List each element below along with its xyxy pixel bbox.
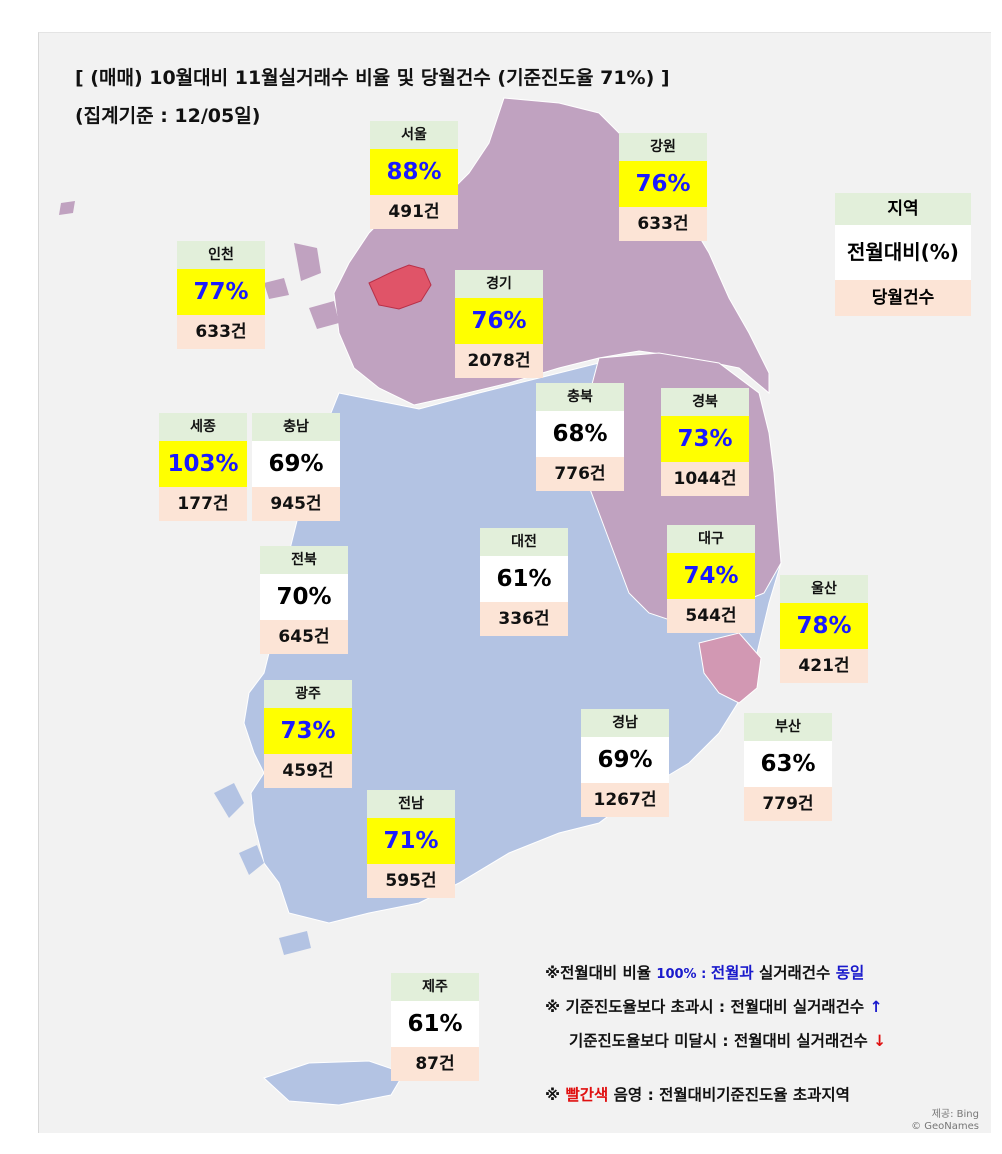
region-pct: 68% [536,411,624,457]
map-panel: [ (매매) 10월대비 11월실거래수 비율 및 당월건수 (기준진도율 71… [38,32,991,1133]
region-name: 경남 [581,709,669,737]
region-name: 인천 [177,241,265,269]
region-count: 776건 [536,457,624,491]
region-pct: 73% [661,416,749,462]
region-box: 세종 103% 177건 [159,413,247,521]
region-count: 645건 [260,620,348,654]
region-name: 충북 [536,383,624,411]
region-name: 울산 [780,575,868,603]
region-count: 336건 [480,602,568,636]
region-count: 544건 [667,599,755,633]
region-name: 경북 [661,388,749,416]
seoul-map [368,264,432,310]
region-box: 충남 69% 945건 [252,413,340,521]
region-count: 177건 [159,487,247,521]
note-above-target: ※ 기준진도율보다 초과시 : 전월대비 실거래건수 ↑ [545,998,883,1016]
region-pct: 76% [619,161,707,207]
region-box: 전북 70% 645건 [260,546,348,654]
region-box: 경북 73% 1044건 [661,388,749,496]
region-name: 서울 [370,121,458,149]
region-pct: 61% [391,1001,479,1047]
region-count: 459건 [264,754,352,788]
region-count: 87건 [391,1047,479,1081]
region-name: 경기 [455,270,543,298]
region-count: 1267건 [581,783,669,817]
region-count: 1044건 [661,462,749,496]
map-credit-bing: 제공: Bing [931,1109,979,1120]
region-name: 대구 [667,525,755,553]
region-count: 491건 [370,195,458,229]
region-pct: 61% [480,556,568,602]
region-box: 제주 61% 87건 [391,973,479,1081]
region-box: 경기 76% 2078건 [455,270,543,378]
region-name: 전북 [260,546,348,574]
legend-pct-label: 전월대비(%) [835,225,971,280]
region-box: 대전 61% 336건 [480,528,568,636]
incheon-islands [59,201,339,329]
region-count: 633건 [619,207,707,241]
region-name: 충남 [252,413,340,441]
region-box: 광주 73% 459건 [264,680,352,788]
region-pct: 69% [252,441,340,487]
region-count: 779건 [744,787,832,821]
region-pct: 76% [455,298,543,344]
region-pct: 78% [780,603,868,649]
region-count: 633건 [177,315,265,349]
up-arrow-icon: ↑ [869,998,883,1016]
region-name: 강원 [619,133,707,161]
region-name: 부산 [744,713,832,741]
region-box: 경남 69% 1267건 [581,709,669,817]
region-pct: 88% [370,149,458,195]
region-box: 강원 76% 633건 [619,133,707,241]
legend-region-label: 지역 [835,193,971,225]
note-red-shading: ※ 빨간색 음영 : 전월대비기준진도율 초과지역 [545,1086,850,1104]
region-pct: 71% [367,818,455,864]
region-pct: 73% [264,708,352,754]
region-count: 2078건 [455,344,543,378]
region-name: 광주 [264,680,352,708]
region-box: 대구 74% 544건 [667,525,755,633]
region-pct: 77% [177,269,265,315]
note-same-ratio: ※전월대비 비율 100% : 전월과 실거래건수 동일 [545,964,865,982]
jeju-map [263,1060,405,1106]
region-pct: 74% [667,553,755,599]
legend-box: 지역 전월대비(%) 당월건수 [835,193,971,316]
region-box: 부산 63% 779건 [744,713,832,821]
legend-count-label: 당월건수 [835,280,971,316]
region-count: 421건 [780,649,868,683]
map-title: [ (매매) 10월대비 11월실거래수 비율 및 당월건수 (기준진도율 71… [75,67,670,89]
region-count: 945건 [252,487,340,521]
busan-map [698,632,762,704]
region-box: 울산 78% 421건 [780,575,868,683]
region-pct: 63% [744,741,832,787]
note-below-target: 기준진도율보다 미달시 : 전월대비 실거래건수 ↓ [569,1032,887,1050]
region-box: 충북 68% 776건 [536,383,624,491]
map-credit-geonames: © GeoNames [911,1121,979,1132]
region-pct: 103% [159,441,247,487]
region-name: 세종 [159,413,247,441]
map-subtitle: (집계기준 : 12/05일) [75,105,261,127]
region-box: 인천 77% 633건 [177,241,265,349]
region-count: 595건 [367,864,455,898]
region-name: 대전 [480,528,568,556]
region-pct: 70% [260,574,348,620]
region-box: 전남 71% 595건 [367,790,455,898]
region-name: 제주 [391,973,479,1001]
island-shapes [214,783,311,955]
down-arrow-icon: ↓ [873,1032,887,1050]
region-pct: 69% [581,737,669,783]
region-box: 서울 88% 491건 [370,121,458,229]
region-name: 전남 [367,790,455,818]
